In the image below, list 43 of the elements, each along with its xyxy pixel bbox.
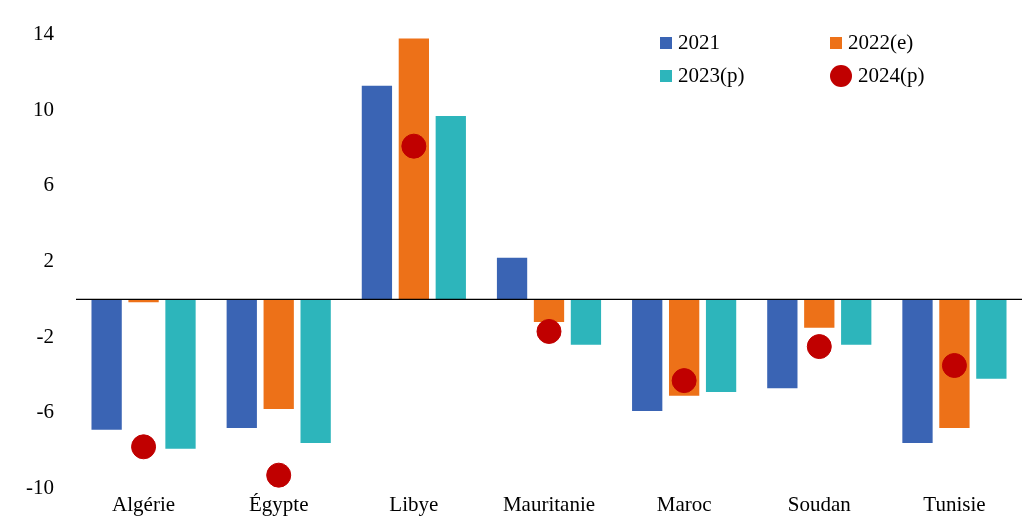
bar <box>398 38 429 300</box>
point <box>671 368 697 394</box>
y-tick-label: 6 <box>43 172 54 197</box>
bar <box>496 257 528 300</box>
bar <box>705 299 737 392</box>
bar <box>632 299 663 411</box>
bar <box>767 299 798 389</box>
x-tick-label: Maroc <box>656 491 712 516</box>
point <box>806 334 832 360</box>
legend-label: 2023(p) <box>678 63 745 88</box>
bar <box>902 299 933 444</box>
y-tick-label: 10 <box>32 96 54 121</box>
bar <box>91 299 122 430</box>
point <box>131 434 157 460</box>
y-tick-label: -10 <box>25 474 54 499</box>
x-tick-label: Égypte <box>248 491 309 516</box>
bar <box>165 299 196 449</box>
point <box>266 462 292 488</box>
bar <box>263 299 294 409</box>
x-tick-label: Mauritanie <box>502 491 596 516</box>
y-tick-label: 14 <box>32 21 55 46</box>
bar <box>435 115 466 300</box>
bar <box>300 299 331 444</box>
bar <box>570 299 602 345</box>
bar <box>976 299 1007 379</box>
x-tick-label: Soudan <box>787 491 852 516</box>
bar <box>361 85 393 300</box>
legend-label: 2022(e) <box>848 30 914 55</box>
bar <box>804 299 835 328</box>
point <box>941 353 967 378</box>
bar <box>533 299 565 323</box>
point <box>401 133 427 159</box>
y-tick-label: 2 <box>43 248 54 273</box>
bar <box>841 299 872 345</box>
point <box>536 318 562 344</box>
bar <box>226 299 257 428</box>
x-tick-label: Algérie <box>112 491 176 516</box>
legend-label: 2021 <box>678 30 720 55</box>
x-tick-label: Libye <box>389 491 439 516</box>
x-tick-label: Tunisie <box>923 491 986 516</box>
y-tick-label: -6 <box>36 399 54 424</box>
legend-label: 2024(p) <box>858 63 925 88</box>
y-tick-label: -2 <box>36 323 54 348</box>
